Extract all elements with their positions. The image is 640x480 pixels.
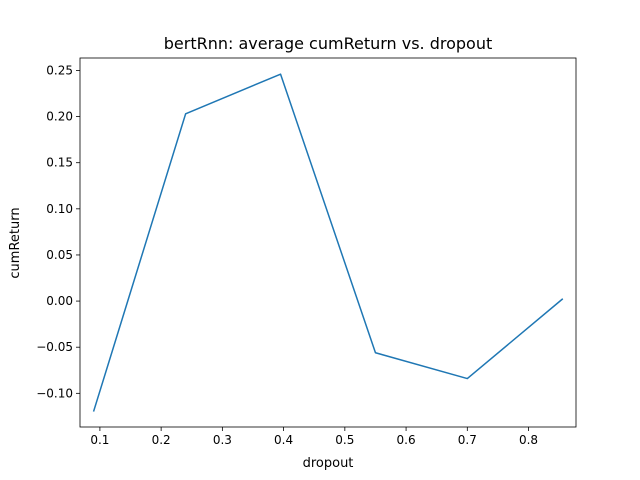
- x-axis-label: dropout: [303, 456, 354, 471]
- y-axis-ticks: −0.10 −0.05 0.00 0.05 0.10 0.15 0.20 0.25: [36, 63, 80, 400]
- y-axis-label: cumReturn: [8, 207, 23, 278]
- y-tick-label: 0.25: [46, 63, 73, 77]
- x-tick-label: 0.7: [458, 433, 477, 447]
- y-tick-label: −0.05: [36, 340, 73, 354]
- x-tick-label: 0.2: [152, 433, 171, 447]
- y-tick-label: 0.10: [46, 202, 73, 216]
- y-tick-label: 0.05: [46, 248, 73, 262]
- plot-frame: [79, 57, 577, 428]
- x-tick-label: 0.3: [213, 433, 232, 447]
- y-tick-label: −0.10: [36, 386, 73, 400]
- chart-title: bertRnn: average cumReturn vs. dropout: [164, 34, 493, 53]
- plot-area: [79, 57, 577, 428]
- y-tick-label: 0.15: [46, 156, 73, 170]
- series-line-0: [92, 73, 564, 412]
- x-tick-label: 0.4: [274, 433, 293, 447]
- x-tick-label: 0.1: [90, 433, 109, 447]
- y-tick-label: 0.00: [46, 294, 73, 308]
- x-axis-ticks: 0.1 0.2 0.3 0.4 0.5 0.6 0.7 0.8: [90, 427, 538, 447]
- y-tick-label: 0.20: [46, 110, 73, 124]
- x-tick-label: 0.8: [519, 433, 538, 447]
- x-tick-label: 0.5: [335, 433, 354, 447]
- x-tick-label: 0.6: [397, 433, 416, 447]
